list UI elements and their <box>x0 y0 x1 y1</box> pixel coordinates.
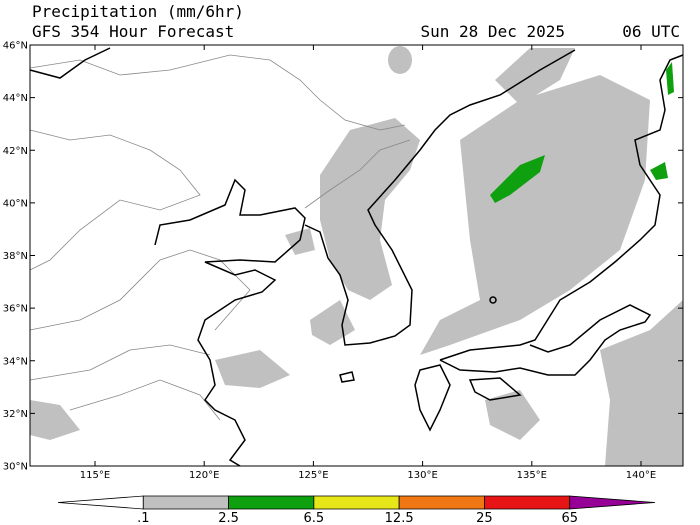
y-tick-label: 36°N <box>3 304 28 315</box>
rain-area <box>388 46 412 74</box>
heavy-rain-area <box>666 62 674 95</box>
colorbar-swatch <box>484 495 571 510</box>
colorbar-swatch <box>569 495 656 510</box>
colorbar-label: 25 <box>476 511 493 525</box>
colorbar: .1 2.5 6.5 12.5 25 65 <box>57 495 656 525</box>
coastline <box>29 47 111 79</box>
y-tick-label: 30°N <box>3 462 28 473</box>
title: Precipitation (mm/6hr) <box>32 2 244 21</box>
coastline <box>154 178 306 467</box>
subtitle: GFS 354 Hour Forecast <box>32 22 234 41</box>
x-tick-label: 120°E <box>189 470 219 481</box>
rain-area <box>285 228 315 255</box>
time: 06 UTC <box>622 22 680 41</box>
colorbar-label: 6.5 <box>304 511 325 525</box>
coastline <box>339 371 355 383</box>
borders <box>29 54 411 421</box>
rain-area <box>598 240 612 260</box>
x-tick-label: 135°E <box>517 470 547 481</box>
colorbar-swatch <box>57 495 144 510</box>
border-line <box>29 344 211 381</box>
y-tick-label: 42°N <box>3 146 28 157</box>
y-tick-label: 40°N <box>3 198 28 209</box>
colorbar-swatch <box>142 495 229 510</box>
colorbar-label: 2.5 <box>218 511 239 525</box>
coastline <box>414 364 451 432</box>
x-tick-label: 130°E <box>407 470 437 481</box>
x-tick-label: 115°E <box>80 470 110 481</box>
rain-area <box>30 400 80 440</box>
colorbar-label: 12.5 <box>385 511 414 525</box>
heavy-rain-area <box>490 155 545 203</box>
coastline <box>304 49 576 346</box>
y-tick-label: 34°N <box>3 356 28 367</box>
border-line <box>29 129 201 271</box>
precip-areas <box>30 46 683 466</box>
y-tick-label: 44°N <box>3 93 28 104</box>
y-tick-label: 46°N <box>3 41 28 52</box>
border-line <box>304 139 411 209</box>
coastline <box>468 377 522 401</box>
colorbar-swatch <box>398 495 485 510</box>
border-line <box>29 54 406 131</box>
colorbar-label: 65 <box>561 511 578 525</box>
colorbar-label: .1 <box>137 511 149 525</box>
x-tick-label: 140°E <box>626 470 656 481</box>
map <box>29 44 684 467</box>
y-tick-label: 38°N <box>3 251 28 262</box>
rain-area <box>420 75 650 355</box>
axes: 115°E 120°E 125°E 130°E 135°E 140°E 46°N 44°N 42… <box>3 41 683 481</box>
x-tick-label: 125°E <box>298 470 328 481</box>
colorbar-swatch <box>313 495 400 510</box>
coastline <box>439 304 652 376</box>
heavy-rain-area <box>650 162 668 180</box>
colorbar-swatch <box>228 495 315 510</box>
rain-area <box>320 118 420 300</box>
coastline <box>439 54 684 361</box>
border-line <box>69 379 221 421</box>
coastline <box>489 296 497 304</box>
rain-area <box>485 390 540 440</box>
coastlines <box>29 47 684 467</box>
rain-area <box>600 300 683 466</box>
border-line <box>29 249 251 331</box>
date: Sun 28 Dec 2025 <box>421 22 566 41</box>
y-tick-label: 32°N <box>3 409 28 420</box>
rain-area <box>215 350 290 388</box>
